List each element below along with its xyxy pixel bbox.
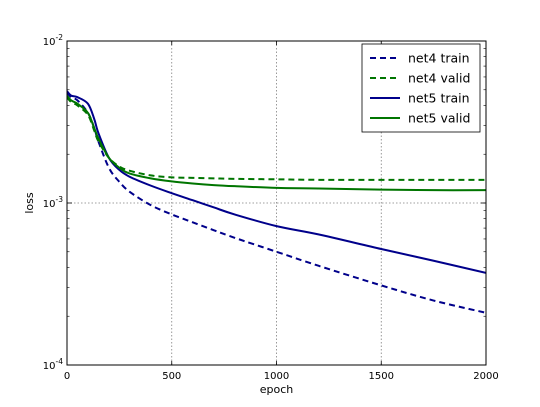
x-tick-label: 0 bbox=[64, 371, 70, 382]
x-axis-label: epoch bbox=[260, 383, 294, 396]
series-line-net4-valid bbox=[67, 96, 486, 181]
legend: net4 train net4 valid net5 train net5 valid bbox=[361, 43, 481, 133]
x-tick-label: 1000 bbox=[264, 371, 289, 382]
series-line-net4-train bbox=[67, 91, 486, 314]
series-line-net5-train bbox=[67, 90, 486, 274]
axis-ticks: 0 500 1000 1500 2000 10-4 10-3 10-2 bbox=[43, 33, 499, 382]
legend-label-net5-train: net5 train bbox=[408, 91, 470, 106]
y-tick-label: 10-3 bbox=[43, 195, 63, 210]
y-axis-label: loss bbox=[23, 192, 36, 214]
y-tick-label: 10-4 bbox=[43, 357, 63, 372]
x-tick-label: 500 bbox=[162, 371, 181, 382]
y-tick-label: 10-2 bbox=[43, 33, 63, 48]
x-tick-label: 1500 bbox=[369, 371, 394, 382]
series-lines bbox=[67, 90, 486, 314]
series-line-net5-valid bbox=[67, 94, 486, 192]
legend-label-net5-valid: net5 valid bbox=[408, 111, 470, 126]
x-tick-label: 2000 bbox=[473, 371, 498, 382]
legend-label-net4-valid: net4 valid bbox=[408, 71, 470, 86]
legend-label-net4-train: net4 train bbox=[408, 51, 470, 66]
